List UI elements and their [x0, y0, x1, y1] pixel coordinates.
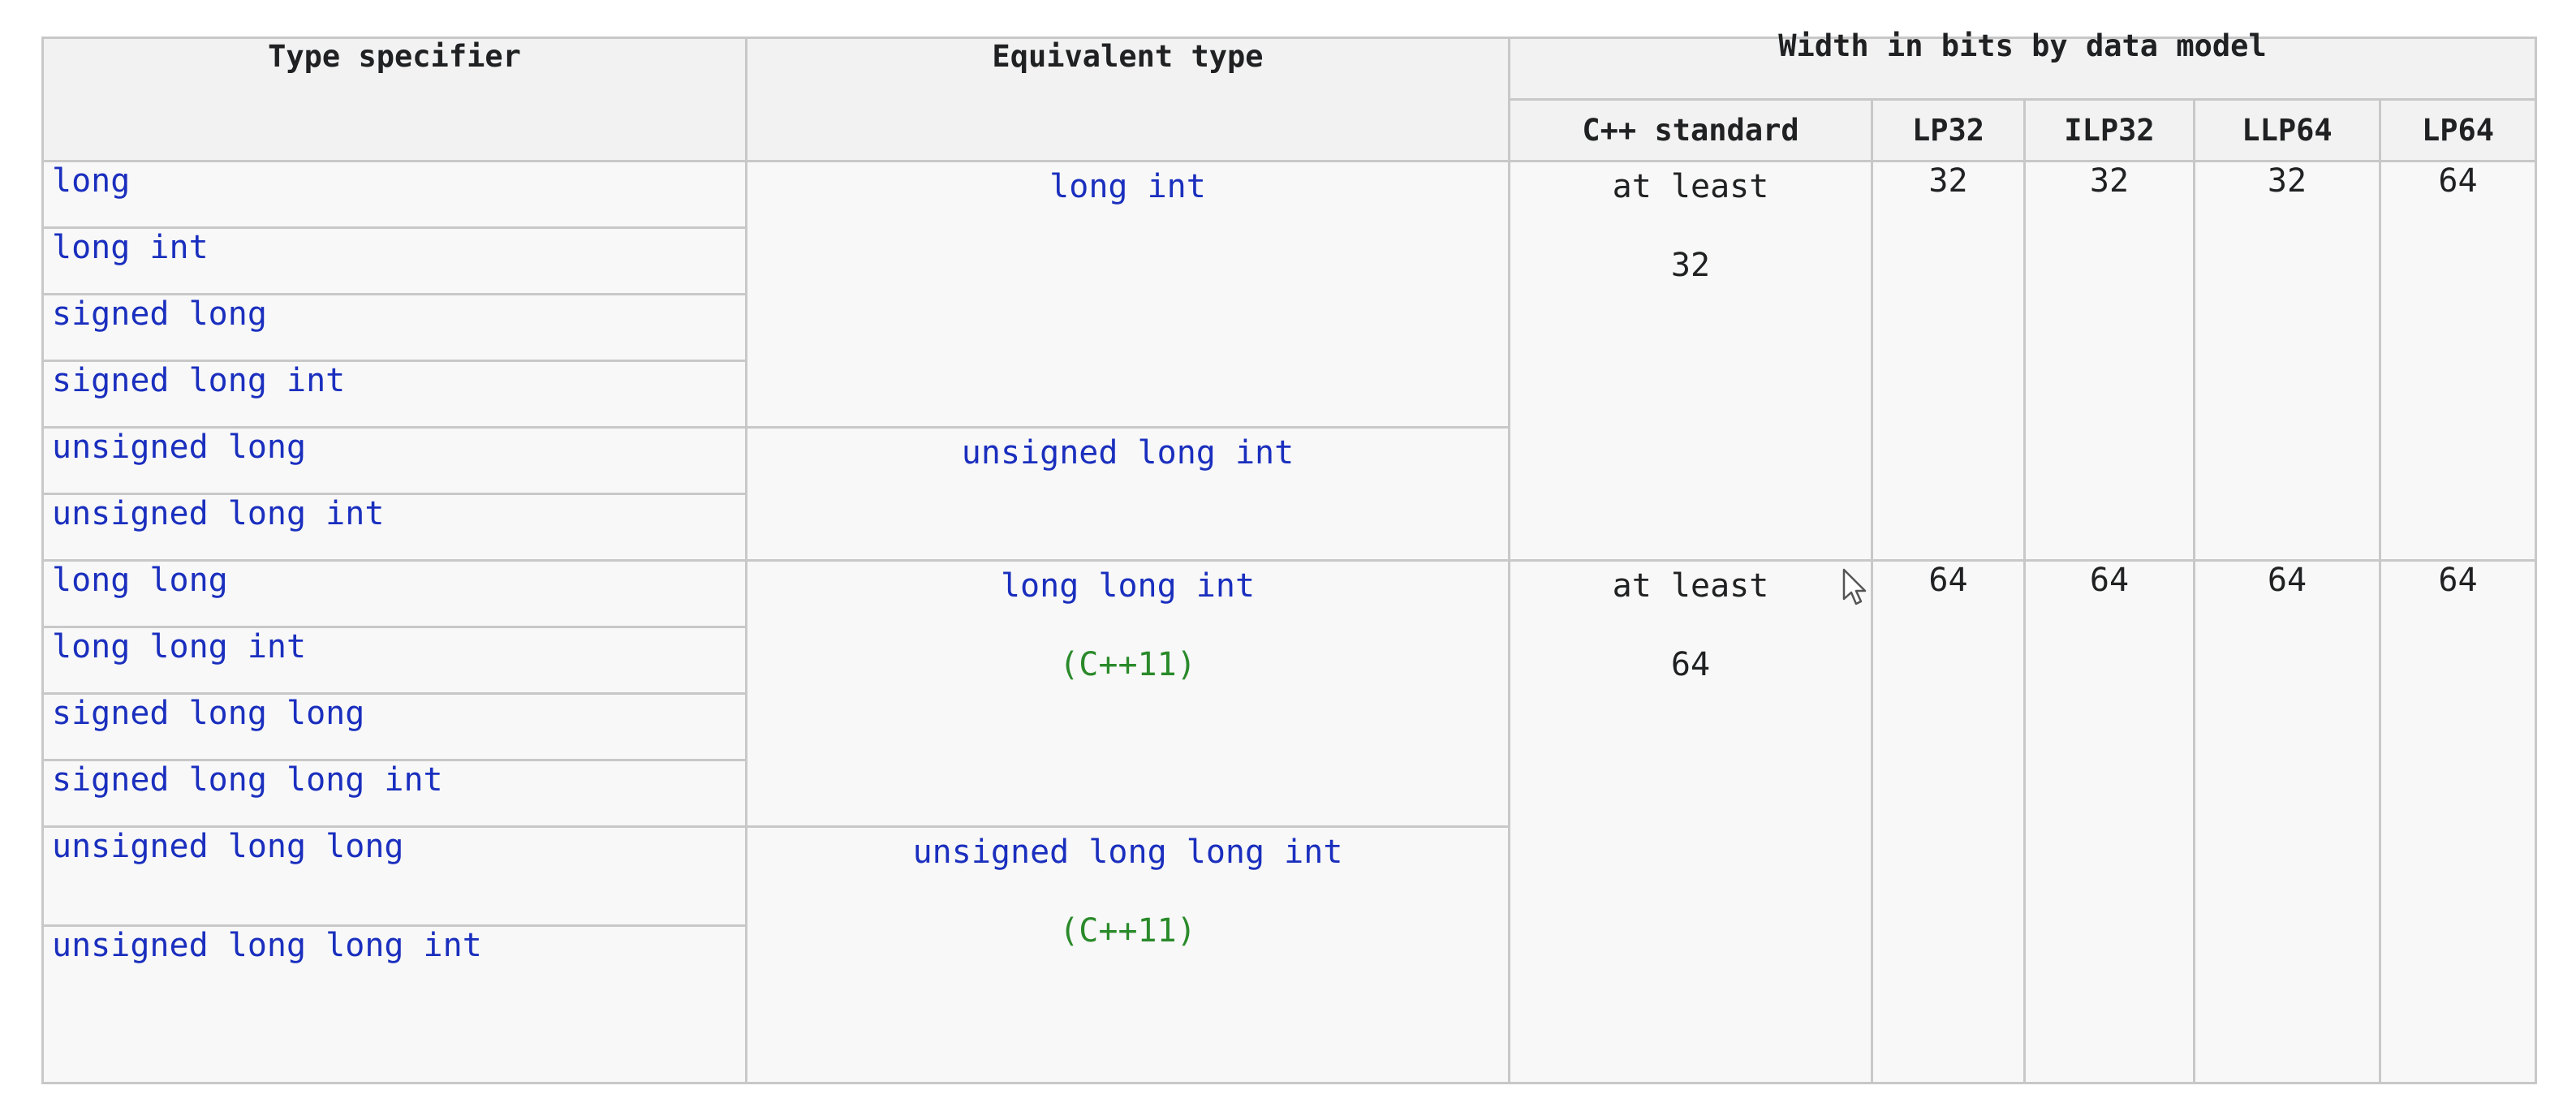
- llp64-width: 32: [2193, 160, 2381, 562]
- lp32-width: 64: [1871, 559, 2026, 1084]
- type-link[interactable]: unsigned long long int: [41, 924, 747, 1084]
- header-type-specifier: Type specifier: [41, 37, 747, 162]
- type-link[interactable]: signed long long int: [41, 759, 747, 828]
- header-ilp32: ILP32: [2023, 98, 2195, 162]
- equivalent-type-link[interactable]: long int: [1049, 168, 1206, 205]
- table-row: long long int at least 32 32 32 32 64: [41, 160, 2537, 562]
- header-llp64: LLP64: [2193, 98, 2381, 162]
- type-link[interactable]: unsigned long: [41, 426, 747, 495]
- table-row: unsigned long long unsigned long long in…: [41, 825, 2536, 1084]
- table-row: unsigned long int: [41, 493, 2536, 562]
- cpp-standard-value: 64: [1670, 646, 1711, 683]
- type-link[interactable]: signed long int: [41, 360, 747, 429]
- cpp11-version-link[interactable]: (C++11): [1059, 646, 1196, 683]
- table-row: unsigned long unsigned long int: [41, 426, 2536, 562]
- equivalent-type-cell: long int: [745, 160, 1510, 429]
- lp64-width: 64: [2379, 559, 2537, 1084]
- ilp32-width: 64: [2023, 559, 2195, 1084]
- equivalent-type-cell: unsigned long long int (C++11): [745, 825, 1510, 1084]
- lp64-width: 64: [2379, 160, 2537, 562]
- header-lp32: LP32: [1871, 98, 2026, 162]
- type-link[interactable]: long long int: [41, 626, 747, 695]
- table-row: signed long long int: [41, 759, 2536, 828]
- table-row: long long long long int (C++11) at least…: [41, 559, 2537, 1084]
- type-link[interactable]: unsigned long int: [41, 493, 747, 562]
- equivalent-type-link[interactable]: unsigned long long int: [912, 834, 1343, 871]
- mouse-pointer-icon: [1842, 568, 1867, 605]
- table-row: signed long int: [41, 360, 2536, 429]
- header-width-group-label: Width in bits by data model: [1778, 28, 2267, 63]
- table-row: long int: [41, 226, 2536, 295]
- cpp-standard-text: at least: [1612, 168, 1769, 205]
- lp32-width: 32: [1871, 160, 2026, 562]
- equivalent-type-cell: long long int (C++11): [745, 559, 1510, 828]
- type-link[interactable]: signed long: [41, 293, 747, 362]
- type-link[interactable]: long long: [41, 559, 747, 628]
- table-row: signed long: [41, 293, 2536, 362]
- ilp32-width: 32: [2023, 160, 2195, 562]
- type-width-table: Type specifier Equivalent type Width in …: [41, 31, 2537, 1084]
- header-width-group: Width in bits by data model: [1508, 31, 2537, 101]
- cpp-standard-value: 32: [1670, 247, 1711, 284]
- header-cpp-standard: C++ standard: [1508, 98, 1873, 162]
- cpp-standard-text: at least: [1612, 567, 1769, 605]
- header-lp64: LP64: [2379, 98, 2537, 162]
- llp64-width: 64: [2193, 559, 2381, 1084]
- cpp-standard-cell: at least 64: [1508, 559, 1873, 1084]
- table-row: signed long long: [41, 692, 2536, 761]
- type-link[interactable]: unsigned long long: [41, 825, 747, 927]
- table-row: long long int: [41, 626, 2536, 695]
- equivalent-type-cell: unsigned long int: [745, 426, 1510, 562]
- equivalent-type-link[interactable]: long long int: [1000, 567, 1256, 605]
- cpp-standard-cell: at least 32: [1508, 160, 1873, 562]
- type-link[interactable]: signed long long: [41, 692, 747, 761]
- type-link[interactable]: long: [41, 160, 747, 229]
- equivalent-type-link[interactable]: unsigned long int: [961, 434, 1294, 472]
- header-equivalent-type: Equivalent type: [745, 37, 1510, 162]
- table-row: unsigned long long int: [41, 924, 2536, 1084]
- type-width-table-container: Type specifier Equivalent type Width in …: [41, 31, 2537, 1084]
- cpp11-version-link[interactable]: (C++11): [1059, 912, 1196, 950]
- type-link[interactable]: long int: [41, 226, 747, 295]
